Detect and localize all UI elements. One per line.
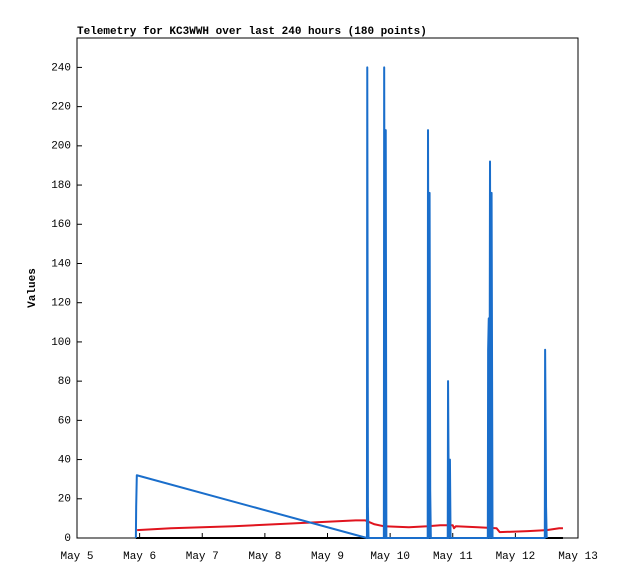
x-tick-label: May 9: [311, 551, 344, 563]
x-tick-label: May 12: [496, 551, 536, 563]
data-line: [134, 66, 548, 539]
chart-title: Telemetry for KC3WWH over last 240 hours…: [77, 26, 427, 38]
x-tick-label: May 5: [60, 551, 93, 563]
y-tick-label: 80: [58, 376, 71, 388]
x-tick-label: May 10: [370, 551, 410, 563]
y-tick-label: 120: [51, 298, 71, 310]
y-tick-label: 160: [51, 219, 71, 231]
y-tick-label: 200: [51, 141, 71, 153]
y-tick-label: 60: [58, 415, 71, 427]
y-tick-label: 40: [58, 454, 71, 466]
y-tick-label: 100: [51, 337, 71, 349]
data-line: [137, 519, 563, 534]
x-tick-label: May 11: [433, 551, 473, 563]
x-tick-label: May 8: [248, 551, 281, 563]
y-tick-label: 180: [51, 180, 71, 192]
y-tick-label: 140: [51, 258, 71, 270]
plot-frame: [76, 37, 579, 539]
y-tick-label: 240: [51, 62, 71, 74]
y-tick-label: 20: [58, 494, 71, 506]
y-tick-label: 220: [51, 102, 71, 114]
y-tick-label: 0: [64, 533, 71, 545]
x-tick-label: May 7: [186, 551, 219, 563]
x-tick-label: May 6: [123, 551, 156, 563]
y-axis-label: Values: [27, 268, 39, 308]
x-tick-label: May 13: [558, 551, 598, 563]
